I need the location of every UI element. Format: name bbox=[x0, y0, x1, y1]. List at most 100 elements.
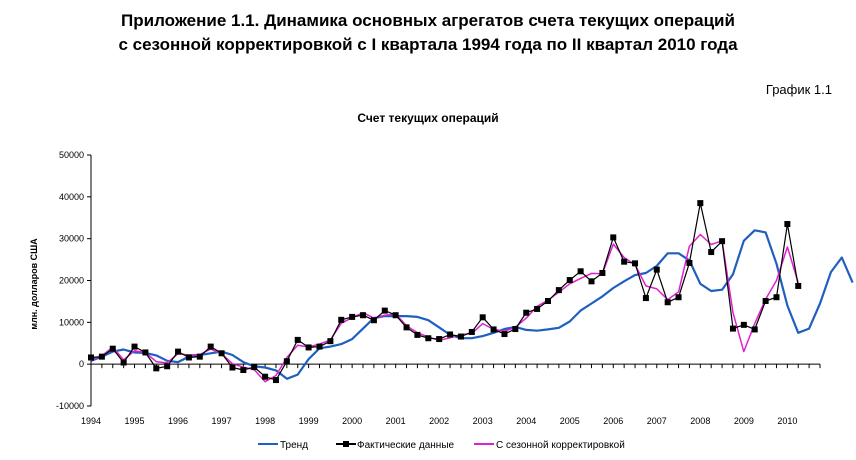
data-point bbox=[436, 336, 443, 343]
data-point bbox=[523, 309, 530, 316]
legend-label-2: С сезонной корректировкой bbox=[496, 440, 625, 451]
data-point bbox=[207, 343, 214, 350]
data-point bbox=[370, 317, 377, 324]
data-point bbox=[403, 324, 410, 331]
data-point bbox=[425, 335, 432, 342]
page-title-line-2: с сезонной корректировкой с I квартала 1… bbox=[118, 35, 738, 54]
data-point bbox=[196, 353, 203, 360]
data-point bbox=[479, 314, 486, 321]
data-point bbox=[349, 313, 356, 320]
y-tick-label: 20000 bbox=[59, 276, 84, 286]
legend-label-0: Тренд bbox=[280, 440, 308, 451]
data-point bbox=[795, 282, 802, 289]
x-tick-label: 2002 bbox=[429, 416, 449, 426]
data-point bbox=[501, 331, 508, 338]
chart-series bbox=[88, 200, 854, 384]
x-tick-label: 2009 bbox=[734, 416, 754, 426]
page-title-line-1: Приложение 1.1. Динамика основных агрега… bbox=[121, 11, 735, 30]
data-point bbox=[262, 373, 269, 380]
x-tick-label: 1998 bbox=[255, 416, 275, 426]
y-tick-label: 50000 bbox=[59, 150, 84, 160]
series-line-2 bbox=[90, 233, 799, 383]
x-tick-label: 2010 bbox=[777, 416, 797, 426]
data-point bbox=[751, 326, 758, 333]
data-point bbox=[544, 297, 551, 304]
data-point bbox=[621, 258, 628, 265]
x-tick-label: 1996 bbox=[168, 416, 188, 426]
data-point bbox=[773, 294, 780, 301]
x-tick-label: 1997 bbox=[212, 416, 232, 426]
data-point bbox=[675, 294, 682, 301]
data-point bbox=[120, 359, 127, 366]
data-point bbox=[457, 333, 464, 340]
data-point bbox=[185, 354, 192, 361]
data-point bbox=[240, 367, 247, 374]
chart-title: Счет текущих операций bbox=[357, 111, 499, 125]
data-point bbox=[88, 354, 94, 361]
y-axis-label: млн. долларов США bbox=[29, 238, 39, 330]
data-point bbox=[218, 350, 225, 357]
data-point bbox=[283, 358, 290, 365]
data-point bbox=[740, 321, 747, 328]
series-line-1 bbox=[90, 202, 799, 381]
data-point bbox=[566, 277, 573, 284]
data-point bbox=[512, 326, 519, 333]
data-point bbox=[588, 278, 595, 285]
y-tick-label: 30000 bbox=[59, 234, 84, 244]
data-point bbox=[175, 348, 182, 355]
data-point bbox=[534, 305, 541, 312]
x-tick-label: 1995 bbox=[125, 416, 145, 426]
data-point bbox=[762, 297, 769, 304]
x-tick-label: 2004 bbox=[516, 416, 536, 426]
data-point bbox=[784, 221, 791, 228]
data-point bbox=[142, 349, 149, 356]
data-point bbox=[642, 295, 649, 302]
data-point bbox=[338, 316, 345, 323]
data-point bbox=[294, 336, 301, 343]
x-tick-label: 2006 bbox=[603, 416, 623, 426]
data-point bbox=[577, 268, 584, 275]
data-point bbox=[686, 259, 693, 266]
y-tick-label: 0 bbox=[79, 359, 84, 369]
data-point bbox=[599, 269, 606, 276]
x-tick-label: 2008 bbox=[690, 416, 710, 426]
data-point bbox=[272, 377, 279, 384]
data-point bbox=[360, 312, 367, 319]
y-tick-label: -10000 bbox=[56, 401, 84, 411]
data-point bbox=[555, 287, 562, 294]
x-axis-ticks: 1994 1995 1996 1997 1998 1999 2000 2001 2002 2003… bbox=[81, 364, 821, 426]
chart-legend: Тренд Фактические данные С сезонной коррек… bbox=[258, 440, 625, 451]
x-tick-label: 1994 bbox=[81, 416, 101, 426]
data-point bbox=[653, 266, 660, 273]
x-tick-label: 2007 bbox=[647, 416, 667, 426]
y-tick-label: 10000 bbox=[59, 317, 84, 327]
data-point bbox=[490, 326, 497, 333]
data-point bbox=[98, 353, 105, 360]
x-tick-label: 1999 bbox=[299, 416, 319, 426]
data-point bbox=[719, 238, 726, 245]
data-point bbox=[392, 312, 399, 319]
data-point bbox=[305, 344, 312, 351]
data-point bbox=[381, 307, 388, 314]
series-line-0 bbox=[90, 229, 854, 380]
y-tick-label: 40000 bbox=[59, 192, 84, 202]
data-point bbox=[632, 260, 639, 267]
x-tick-label: 2000 bbox=[342, 416, 362, 426]
data-point bbox=[164, 363, 171, 370]
y-axis-ticks: -10000 0 10000 20000 30000 40000 50000 bbox=[56, 150, 91, 411]
data-point bbox=[414, 331, 421, 338]
data-point bbox=[447, 331, 454, 338]
data-point bbox=[131, 343, 138, 350]
data-point bbox=[251, 364, 258, 371]
data-point bbox=[327, 338, 334, 345]
legend-label-1: Фактические данные bbox=[357, 440, 455, 451]
data-point bbox=[664, 299, 671, 306]
x-tick-label: 2005 bbox=[560, 416, 580, 426]
x-tick-label: 2003 bbox=[473, 416, 493, 426]
data-point bbox=[468, 328, 475, 335]
legend-marker bbox=[343, 441, 349, 447]
data-point bbox=[697, 200, 704, 207]
chart-number: График 1.1 bbox=[765, 82, 832, 97]
data-point bbox=[229, 364, 236, 371]
